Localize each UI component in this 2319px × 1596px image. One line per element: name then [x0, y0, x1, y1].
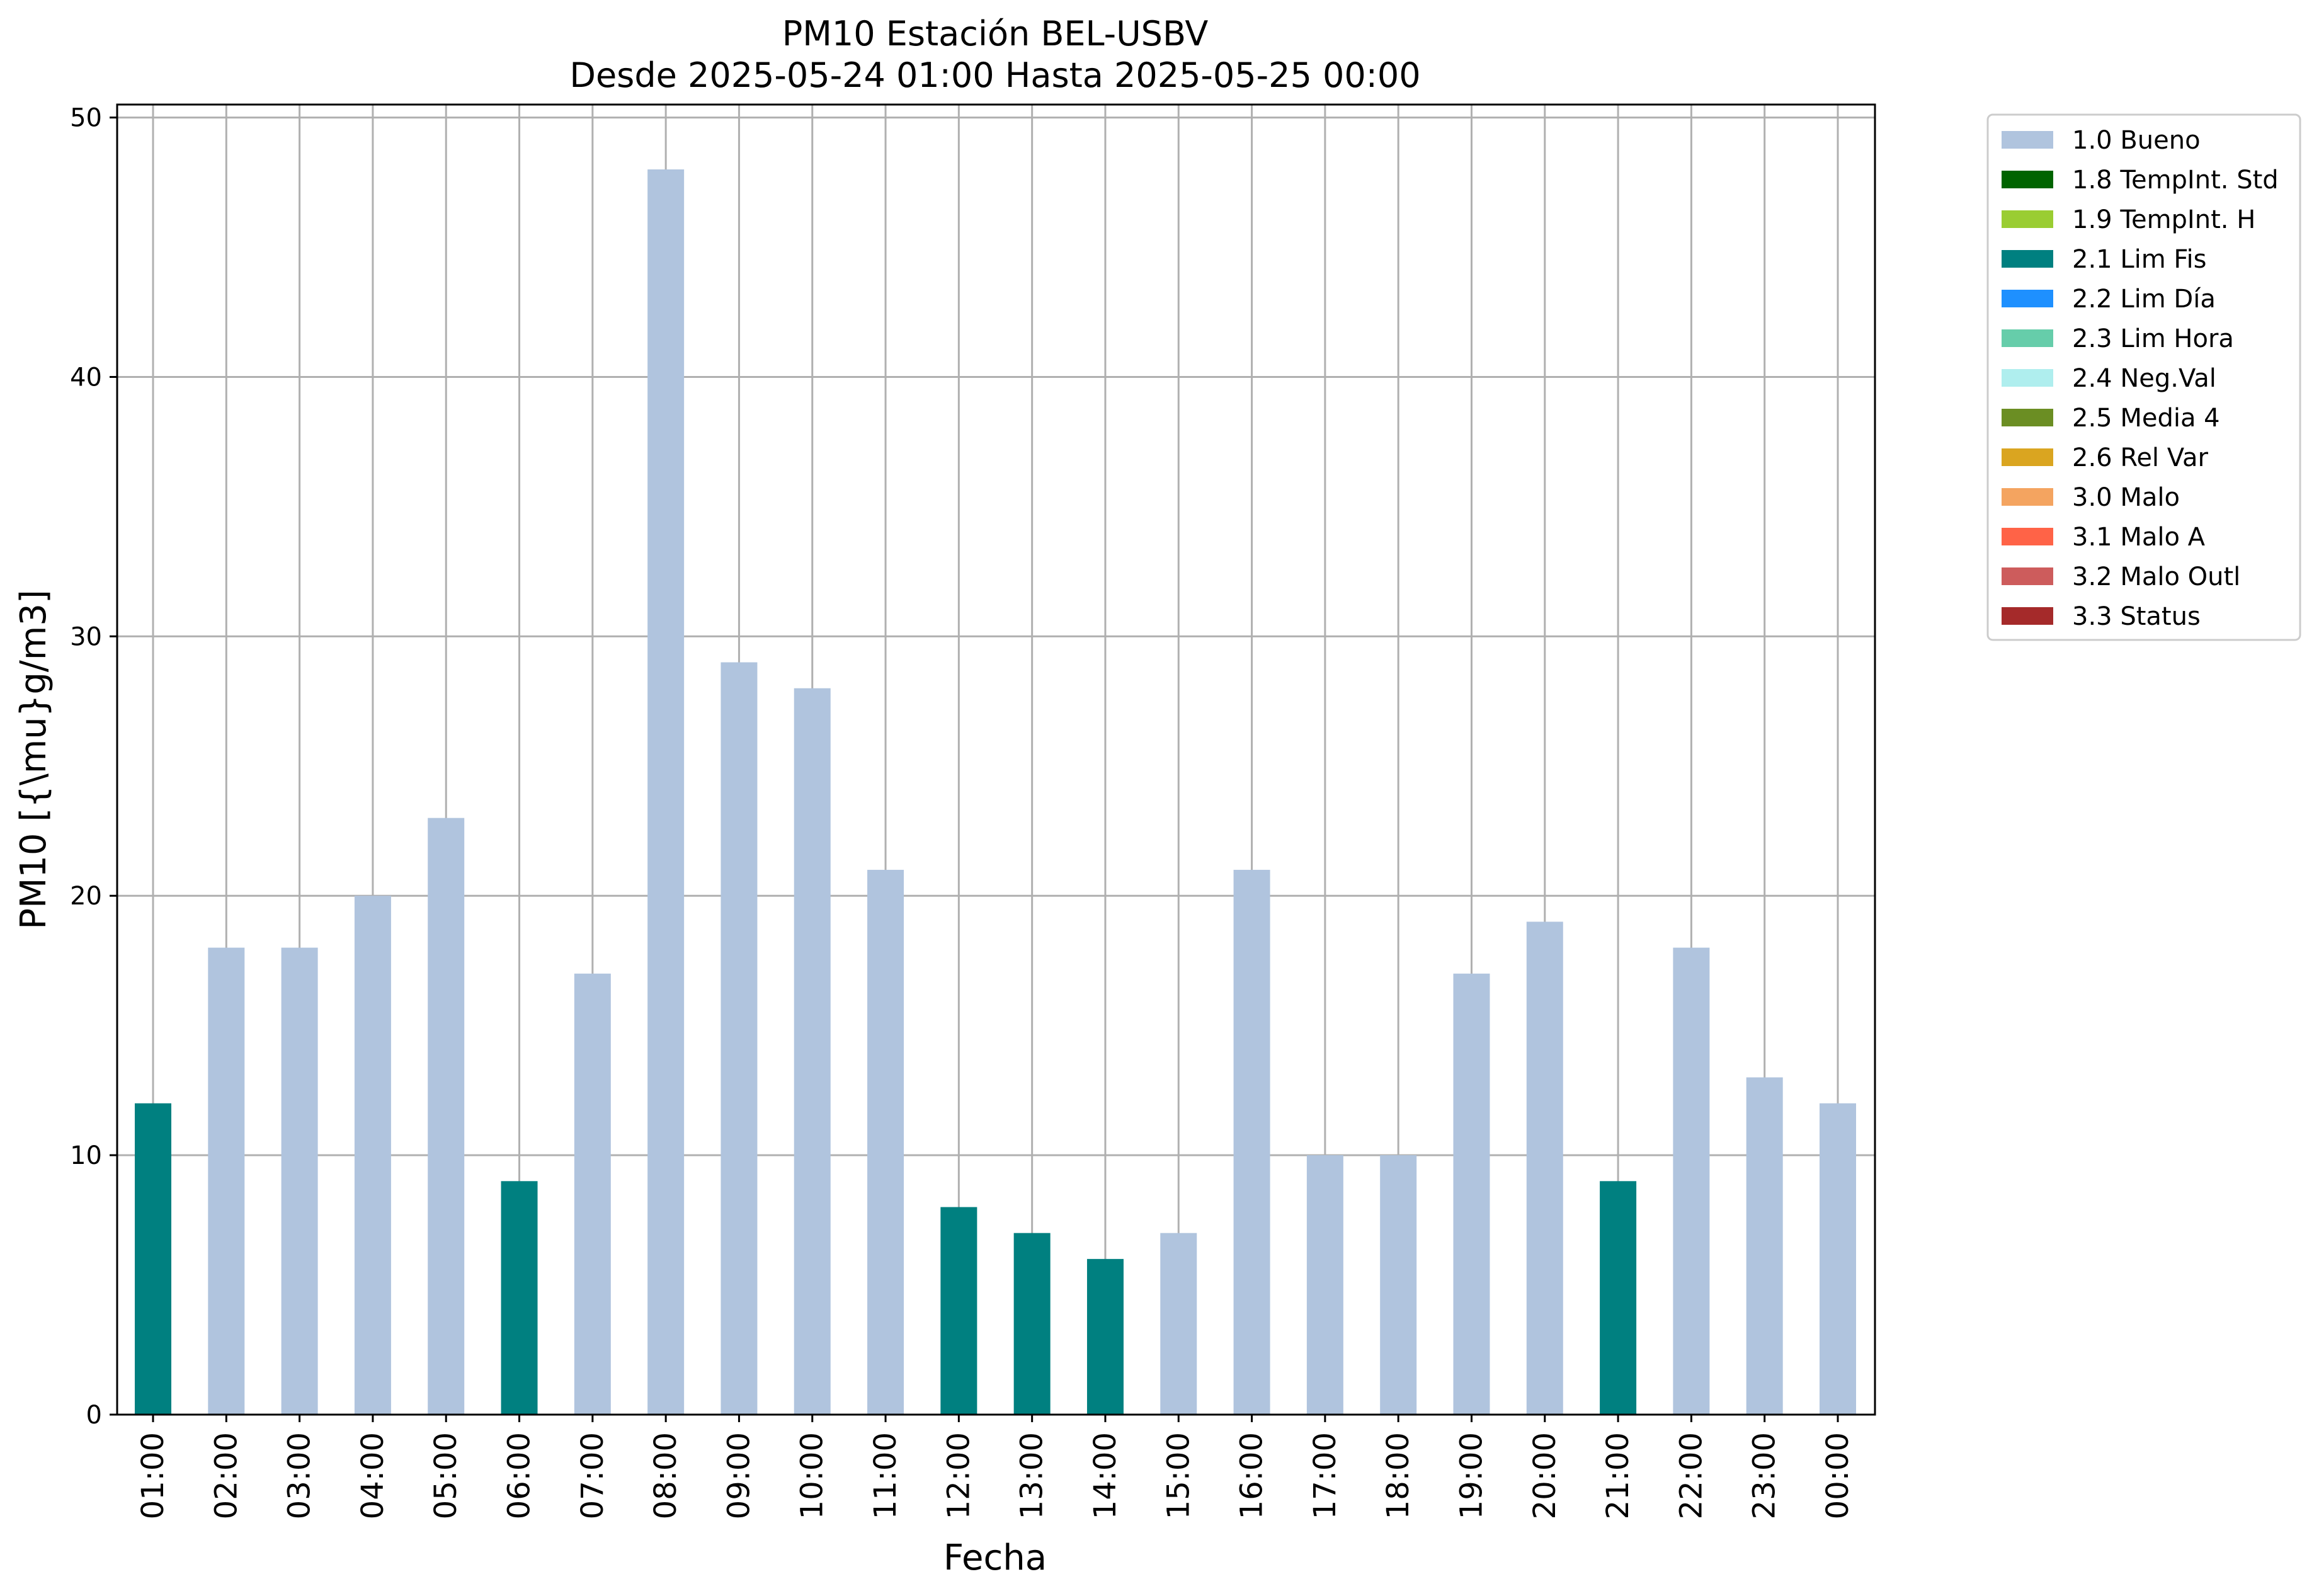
bar-2200	[1673, 947, 1710, 1415]
legend-swatch	[2002, 369, 2053, 387]
legend-label: 2.3 Lim Hora	[2072, 324, 2234, 353]
bar-0100	[135, 1103, 171, 1415]
legend-label: 2.4 Neg.Val	[2072, 364, 2216, 393]
x-tick-label: 20:00	[1527, 1432, 1563, 1519]
x-tick-label: 15:00	[1161, 1432, 1196, 1519]
x-tick-label: 13:00	[1015, 1432, 1050, 1519]
legend-swatch	[2002, 131, 2053, 149]
legend-swatch	[2002, 409, 2053, 426]
x-axis-ticks: 01:00 02:00 03:00 04:00 05:00 06:00 07:00 08:00…	[135, 1415, 1855, 1519]
legend-label: 3.3 Status	[2072, 602, 2201, 631]
x-tick-label: 19:00	[1454, 1432, 1489, 1519]
legend-label: 1.0 Bueno	[2072, 126, 2201, 155]
bar-0000	[1820, 1103, 1856, 1415]
legend-swatch	[2002, 488, 2053, 506]
legend-swatch	[2002, 607, 2053, 625]
bar-0800	[647, 169, 685, 1415]
legend-label: 3.2 Malo Outl	[2072, 562, 2240, 591]
legend-label: 1.8 TempInt. Std	[2072, 166, 2279, 195]
bar-1300	[1013, 1233, 1051, 1415]
x-tick-label: 18:00	[1381, 1432, 1416, 1519]
legend-swatch	[2002, 210, 2053, 228]
bar-0400	[354, 896, 391, 1415]
legend-swatch	[2002, 329, 2053, 347]
x-axis-label: Fecha	[943, 1537, 1047, 1578]
y-tick-label: 10	[70, 1141, 102, 1170]
bar-2300	[1746, 1077, 1783, 1415]
x-tick-label: 08:00	[648, 1432, 683, 1519]
legend-label: 2.5 Media 4	[2072, 404, 2220, 433]
bar-1800	[1380, 1155, 1417, 1415]
bar-0300	[281, 947, 318, 1415]
legend-swatch	[2002, 250, 2053, 268]
x-tick-label: 05:00	[428, 1432, 464, 1519]
x-tick-label: 17:00	[1308, 1432, 1343, 1519]
legend-box	[1986, 113, 2301, 641]
x-tick-label: 16:00	[1234, 1432, 1270, 1519]
legend-label: 3.1 Malo A	[2072, 523, 2206, 552]
legend-label: 2.2 Lim Día	[2072, 285, 2216, 314]
x-tick-label: 03:00	[282, 1432, 317, 1519]
x-tick-label: 21:00	[1600, 1432, 1636, 1519]
bar-1900	[1453, 973, 1490, 1415]
legend-label: 3.0 Malo	[2072, 483, 2180, 512]
x-tick-label: 10:00	[795, 1432, 830, 1519]
x-tick-label: 01:00	[135, 1432, 171, 1519]
bars-group	[135, 169, 1856, 1415]
bar-1700	[1306, 1155, 1343, 1415]
legend-swatch	[2002, 290, 2053, 307]
bar-2000	[1526, 921, 1563, 1415]
y-tick-label: 20	[70, 882, 102, 911]
legend-swatch	[2002, 448, 2053, 466]
legend-label: 1.9 TempInt. H	[2072, 205, 2255, 234]
bar-0200	[208, 947, 245, 1415]
bar-0500	[428, 818, 465, 1415]
chart-subtitle: Desde 2025-05-24 01:00 Hasta 2025-05-25 …	[569, 55, 1420, 95]
bar-1500	[1160, 1233, 1197, 1415]
y-tick-label: 50	[70, 104, 102, 133]
x-tick-label: 11:00	[868, 1432, 903, 1519]
legend: 1.0 Bueno 1.8 TempInt. Std 1.9 TempInt. H 2…	[1986, 113, 2301, 641]
chart-title: PM10 Estación BEL-USBV	[782, 14, 1209, 54]
bar-1100	[867, 870, 904, 1415]
x-tick-label: 06:00	[502, 1432, 537, 1519]
bar-2100	[1600, 1181, 1637, 1415]
y-axis-label: PM10 [{\mu}g/m3]	[13, 590, 54, 930]
legend-label: 2.6 Rel Var	[2072, 443, 2209, 472]
x-tick-label: 07:00	[575, 1432, 610, 1519]
bar-1400	[1086, 1258, 1124, 1415]
bar-0700	[574, 973, 611, 1415]
y-tick-label: 30	[70, 622, 102, 651]
bar-0600	[501, 1181, 538, 1415]
legend-swatch	[2002, 567, 2053, 585]
bar-1600	[1233, 870, 1270, 1415]
x-tick-label: 12:00	[941, 1432, 976, 1519]
x-tick-label: 04:00	[355, 1432, 390, 1519]
x-tick-label: 09:00	[721, 1432, 756, 1519]
x-tick-label: 02:00	[208, 1432, 244, 1519]
x-tick-label: 22:00	[1673, 1432, 1709, 1519]
x-tick-label: 23:00	[1747, 1432, 1782, 1519]
x-tick-label: 14:00	[1088, 1432, 1123, 1519]
plot-frame	[116, 103, 1876, 1416]
y-axis-ticks: 0 10 20 30 40 50	[70, 104, 117, 1430]
bar-0900	[721, 662, 758, 1415]
y-tick-label: 0	[86, 1401, 102, 1430]
y-tick-label: 40	[70, 363, 102, 392]
bar-1200	[940, 1207, 977, 1415]
legend-swatch	[2002, 171, 2053, 188]
x-tick-label: 00:00	[1820, 1432, 1855, 1519]
legend-label: 2.1 Lim Fis	[2072, 245, 2206, 274]
legend-swatch	[2002, 528, 2053, 545]
bar-1000	[794, 688, 831, 1415]
